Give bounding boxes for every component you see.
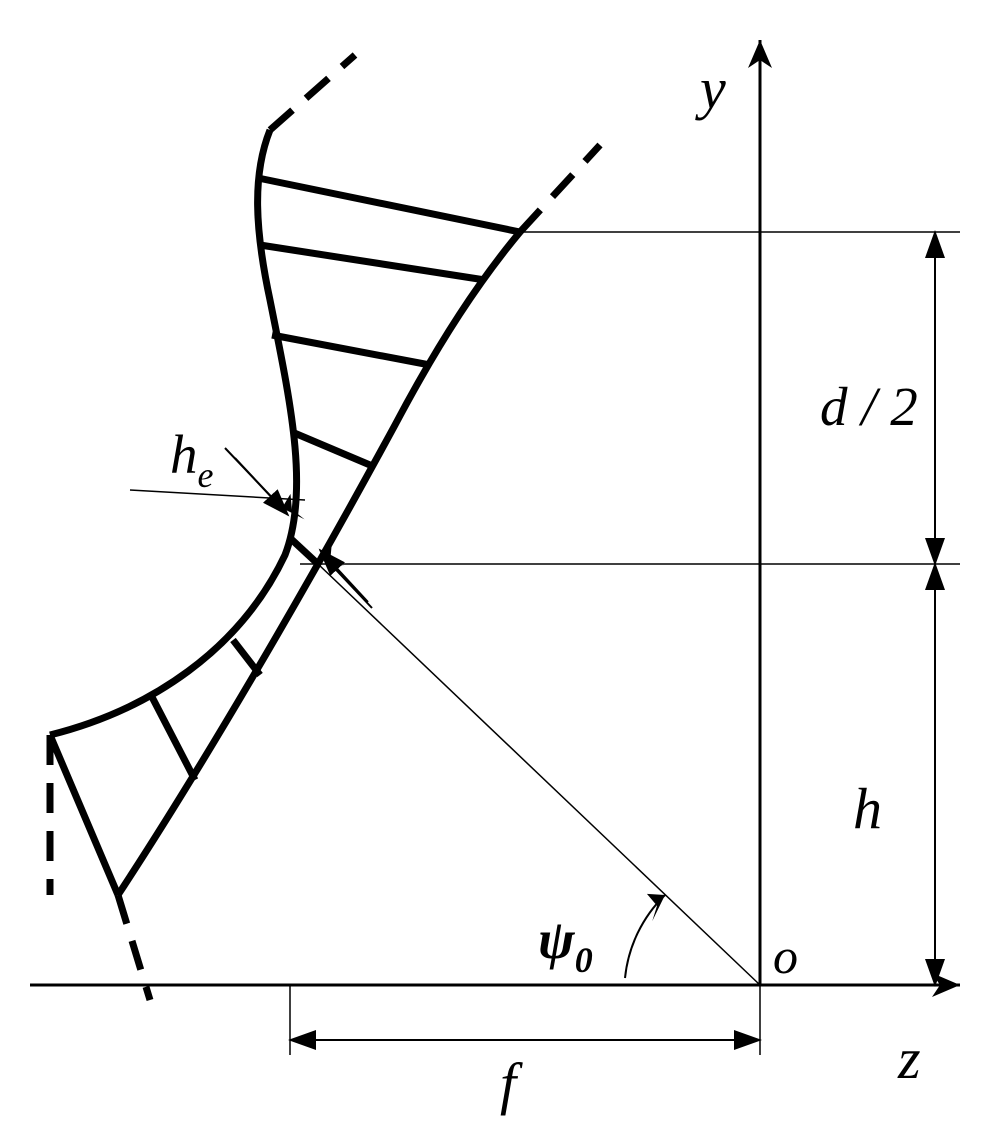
psi0-arc [625, 892, 665, 978]
labels: y z o h f d / 2 ψ0 he [170, 56, 921, 1116]
label-d2: d / 2 [820, 376, 918, 437]
reflector [50, 55, 600, 1000]
label-psi0: ψ0 [538, 909, 593, 980]
label-h: h [853, 776, 882, 841]
label-z: z [897, 1026, 921, 1091]
label-o: o [773, 928, 798, 984]
label-he: he [170, 424, 214, 495]
label-f: f [500, 1051, 523, 1116]
axes [30, 40, 960, 997]
dim-f [290, 985, 760, 1055]
label-y: y [695, 56, 726, 121]
